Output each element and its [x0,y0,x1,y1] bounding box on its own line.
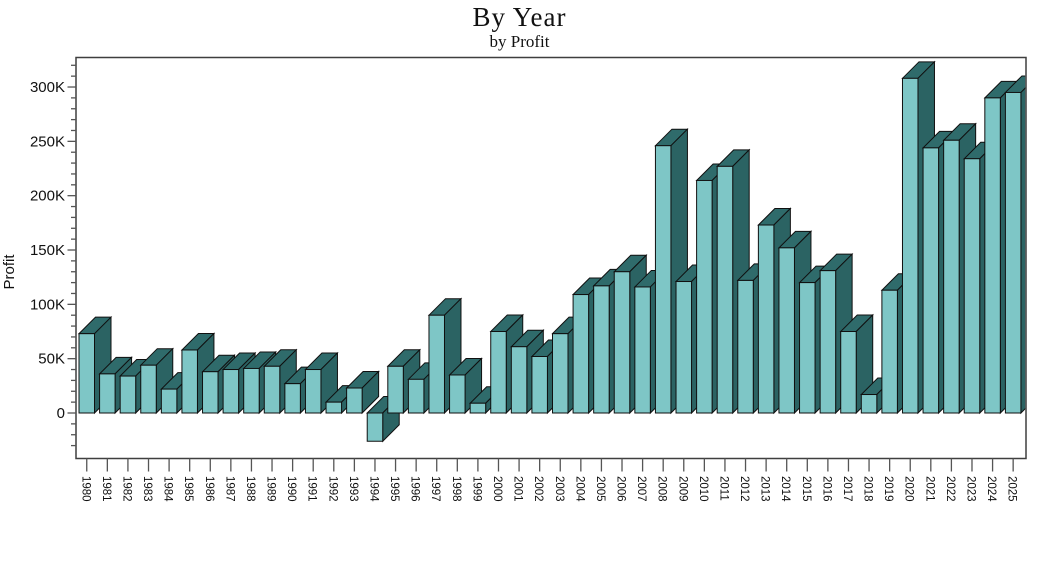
y-tick-label: 200K [30,188,65,205]
x-tick-label-1993: 1993 [347,476,359,502]
x-tick-label-2005: 2005 [594,476,606,502]
x-tick-label-2011: 2011 [717,476,729,501]
x-tick-label-2022: 2022 [944,476,956,502]
x-tick-label-1995: 1995 [388,476,400,502]
bar-2025 [1004,75,1026,415]
x-tick-label-2000: 2000 [491,476,503,502]
x-tick-label-2009: 2009 [676,476,688,502]
x-tick-label-2006: 2006 [615,476,627,502]
x-tick-label-1983: 1983 [141,476,153,502]
x-tick-label-2023: 2023 [964,476,976,502]
x-tick-label-2003: 2003 [553,476,565,502]
x-tick-label-1989: 1989 [265,476,277,502]
chart-title: By Year [472,2,567,32]
x-tick-label-2019: 2019 [882,476,894,502]
x-tick-label-1987: 1987 [223,476,235,502]
x-tick-label-2012: 2012 [738,476,750,502]
y-tick-label: 50K [38,351,65,368]
y-axis-ticks [67,64,76,447]
x-tick-label-2014: 2014 [779,476,791,502]
x-tick-label-2016: 2016 [820,476,832,502]
x-tick-label-1997: 1997 [429,476,441,502]
y-tick-label: 0 [57,405,65,422]
plot-content: 0 50K 100K 150K 200K 250K 300K 1980 1981 1982 1983… [30,56,1027,502]
x-tick-label-1984: 1984 [162,476,174,502]
chart-subtitle: by Profit [489,32,550,51]
x-tick-label-2021: 2021 [923,476,935,502]
x-tick-label-1990: 1990 [285,476,297,502]
x-tick-label-2010: 2010 [697,476,709,502]
x-tick-label-1992: 1992 [326,476,338,502]
bar-1993 [345,370,380,415]
x-tick-label-2025: 2025 [1006,476,1018,502]
x-tick-label-2008: 2008 [656,476,668,502]
y-tick-label: 150K [30,242,65,259]
bar-1980 [77,315,113,415]
x-tick-label-2007: 2007 [635,476,647,502]
x-tick-label-1994: 1994 [367,476,379,502]
y-tick-label: 250K [30,133,65,150]
bar-1981 [98,356,133,415]
x-tick-label-1996: 1996 [409,476,421,502]
x-axis-ticks [86,458,1014,472]
x-tick-label-1998: 1998 [450,476,462,502]
y-tick-label: 300K [30,79,65,96]
x-tick-label-1981: 1981 [100,476,112,502]
x-tick-label-2013: 2013 [759,476,771,502]
y-tick-label: 100K [30,296,65,313]
x-tick-label-2020: 2020 [903,476,915,502]
x-tick-label-1988: 1988 [244,476,256,502]
x-tick-label-1982: 1982 [120,476,132,502]
x-tick-label-1986: 1986 [203,476,215,502]
x-tick-label-2024: 2024 [985,476,997,502]
x-tick-label-1985: 1985 [182,476,194,502]
x-tick-label-1980: 1980 [79,476,91,502]
bars-group [77,60,1026,443]
x-tick-label-2018: 2018 [862,476,874,502]
y-axis-title: Profit [1,254,18,290]
x-tick-label-2015: 2015 [800,476,812,502]
x-tick-label-2002: 2002 [532,476,544,502]
x-tick-label-1991: 1991 [306,476,318,502]
x-tick-label-2001: 2001 [512,476,524,502]
x-tick-label-1999: 1999 [470,476,482,502]
x-tick-label-2004: 2004 [573,476,585,502]
x-tick-label-2017: 2017 [841,476,853,502]
